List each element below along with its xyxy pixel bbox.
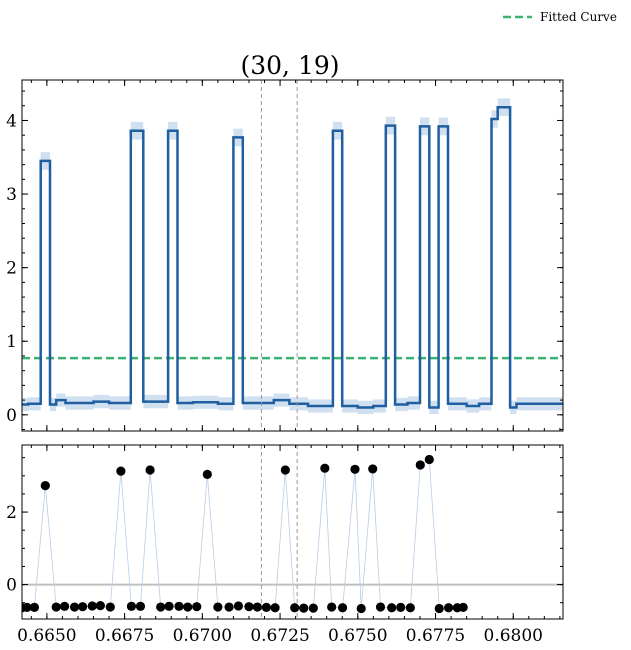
scatter-point <box>375 602 386 612</box>
top-ytick-label: 2 <box>6 259 17 279</box>
step-series-line <box>22 105 563 409</box>
scatter-point <box>135 601 146 611</box>
bottom-xtick-label: 0.6800 <box>484 626 543 646</box>
bottom-xtick-label: 0.6725 <box>250 626 309 646</box>
scatter-point <box>164 601 174 611</box>
scatter-point <box>424 454 434 465</box>
uncertainty-band <box>22 98 563 415</box>
scatter-point <box>270 603 280 613</box>
scatter-point <box>320 463 330 473</box>
scatter-point <box>368 464 378 474</box>
bottom-xtick-label: 0.6700 <box>173 626 232 646</box>
scatter-point <box>202 469 212 479</box>
scatter-point <box>87 601 97 611</box>
bottom-ytick-label: 0 <box>6 576 17 596</box>
bottom-xtick-label: 0.6650 <box>17 626 76 646</box>
scatter-point <box>233 601 243 611</box>
scatter-point <box>116 466 126 476</box>
top-panel-frame <box>21 79 564 432</box>
scatter-point <box>29 602 40 613</box>
bottom-xtick-label: 0.6775 <box>406 626 465 646</box>
scatter-point <box>183 602 193 612</box>
scatter-point <box>434 603 444 614</box>
scatter-point <box>356 603 366 614</box>
scatter-point <box>105 602 115 612</box>
legend-label: Fitted Curve <box>540 10 617 24</box>
scatter-point <box>261 602 271 613</box>
bottom-panel-frame <box>21 444 564 620</box>
scatter-point <box>280 465 290 475</box>
top-panel: 0 1 2 3 4 <box>6 79 564 432</box>
scatter-point <box>174 601 184 611</box>
scatter-point <box>126 601 137 611</box>
scatter-point <box>244 602 254 612</box>
scatter-point <box>213 602 223 612</box>
scatter-point <box>350 464 360 474</box>
scatter-point <box>443 603 454 613</box>
scatter-point <box>145 465 155 475</box>
scatter-point <box>192 602 202 612</box>
scatter-point <box>458 602 468 613</box>
bottom-ytick-label: 2 <box>6 503 17 523</box>
scatter-point <box>405 603 415 613</box>
scatter-point <box>327 602 337 612</box>
top-ytick-label: 3 <box>6 185 17 205</box>
scatter-point <box>337 603 348 613</box>
scatter-point <box>299 603 309 613</box>
scatter-point <box>59 601 70 611</box>
scatter-point <box>224 602 234 612</box>
scatter-point <box>78 602 88 612</box>
scatter-point <box>51 602 61 612</box>
top-ytick-label: 4 <box>6 111 17 131</box>
scatter-point <box>290 603 300 613</box>
scatter-point <box>69 602 80 612</box>
scatter-point <box>22 602 32 613</box>
scatter-connecting-line <box>22 458 464 609</box>
bottom-xtick-label: 0.6675 <box>95 626 154 646</box>
legend: Fitted Curve <box>503 10 617 24</box>
scatter-point <box>95 600 105 611</box>
scatter-point <box>308 603 318 613</box>
scatter-point <box>40 481 50 491</box>
bottom-panel: 0 2 0.6650 0.6675 0.6700 0.6725 0.6750 0.6775 0.… <box>6 444 564 646</box>
bottom-xtick-label: 0.6750 <box>328 626 387 646</box>
scatter-point <box>387 603 397 613</box>
chart-title: (30, 19) <box>240 51 339 80</box>
scatter-point <box>252 602 262 612</box>
scatter-point <box>415 460 425 470</box>
top-ytick-label: 1 <box>6 332 17 352</box>
scatter-point <box>156 602 166 612</box>
scatter-point <box>396 602 406 613</box>
top-ytick-label: 0 <box>6 406 17 426</box>
